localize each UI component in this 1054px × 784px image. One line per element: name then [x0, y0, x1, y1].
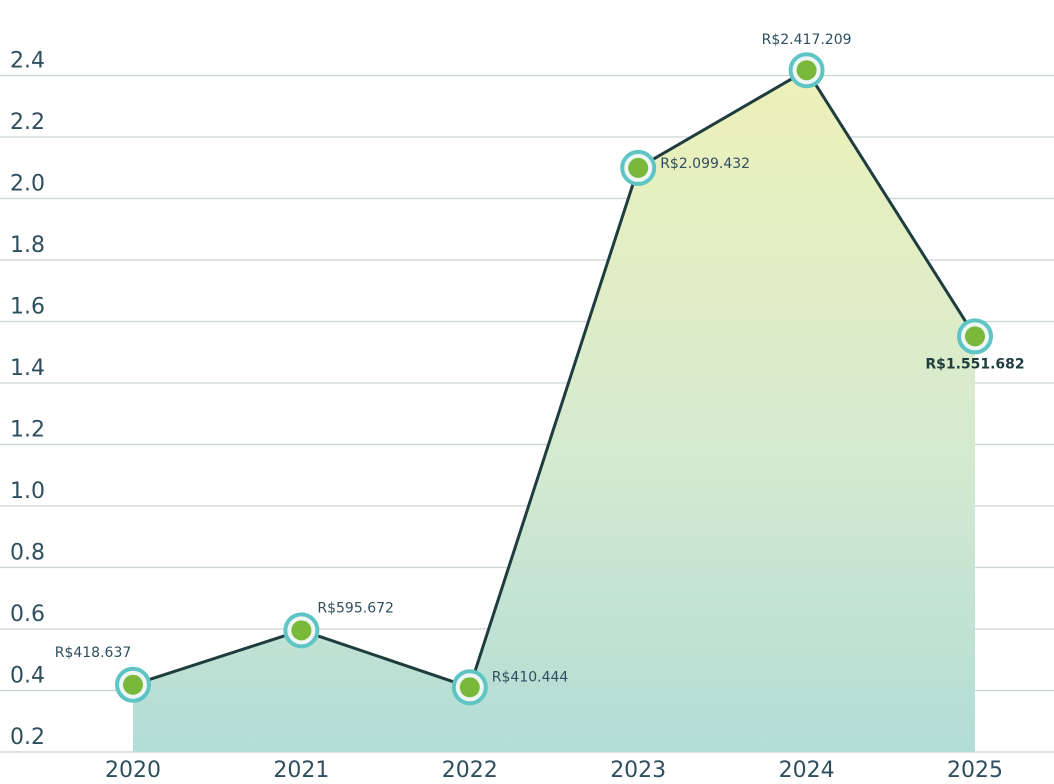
y-tick-label: 0.2 [10, 725, 45, 750]
y-tick-label: 0.8 [10, 541, 45, 566]
x-tick-label: 2022 [442, 758, 498, 783]
marker [628, 157, 649, 178]
y-tick-label: 1.6 [10, 295, 45, 320]
x-tick-label: 2023 [610, 758, 666, 783]
y-tick-label: 0.4 [10, 664, 45, 689]
data-label: R$2.417.209 [762, 32, 852, 48]
marker [459, 677, 480, 698]
y-tick-label: 1.2 [10, 418, 45, 443]
marker [796, 60, 817, 81]
data-label: R$1.551.682 [925, 356, 1024, 372]
x-tick-label: 2025 [947, 758, 1003, 783]
line [132, 68, 977, 690]
marker [965, 326, 985, 347]
x-tick-label: 2024 [779, 758, 835, 783]
y-tick-label: 0.6 [10, 602, 45, 627]
y-tick-label: 2.4 [10, 49, 45, 74]
data-label: R$595.672 [317, 600, 394, 616]
y-tick-label: 1.0 [10, 479, 45, 504]
data-label: R$2.099.432 [660, 156, 750, 172]
x-tick-label: 2021 [273, 758, 329, 783]
y-tick-label: 1.8 [10, 233, 45, 258]
marker [123, 674, 143, 695]
marker [291, 620, 312, 641]
area [133, 70, 975, 752]
data-label: R$410.444 [492, 669, 569, 685]
x-tick-label: 2020 [105, 758, 161, 783]
y-tick-label: 2.2 [10, 110, 45, 135]
y-tick-label: 1.4 [10, 356, 45, 381]
data-label: R$418.637 [55, 645, 132, 661]
y-tick-label: 2.0 [10, 172, 45, 197]
